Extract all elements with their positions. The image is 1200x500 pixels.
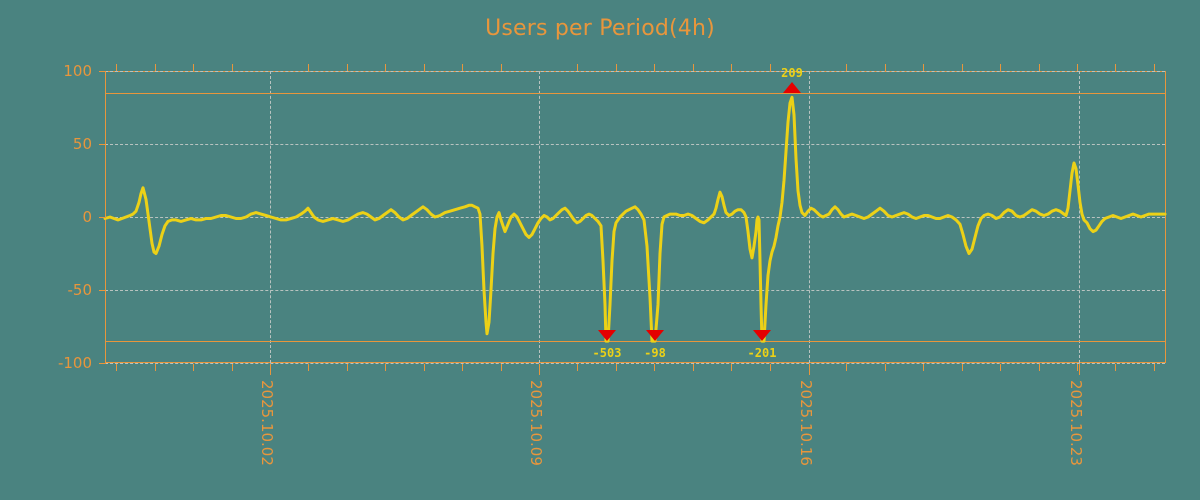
threshold-line-lower	[105, 341, 1165, 343]
x-tick-minor	[308, 64, 309, 71]
x-tick-minor	[193, 364, 194, 371]
anomaly-marker-triangle[interactable]	[783, 81, 801, 93]
x-tick-minor	[577, 364, 578, 371]
x-tick-mark	[1079, 364, 1080, 375]
anomaly-value-label: 209	[781, 65, 803, 80]
x-tick-minor	[116, 364, 117, 371]
threshold-line-upper	[105, 92, 1165, 94]
series-line	[103, 95, 1167, 343]
x-tick-minor	[232, 364, 233, 371]
x-tick-minor	[962, 64, 963, 71]
x-tick-minor	[962, 364, 963, 371]
x-tick-minor	[385, 364, 386, 371]
chart-title: Users per Period(4h)	[485, 16, 715, 41]
x-tick-minor	[770, 364, 771, 371]
x-tick-minor	[385, 64, 386, 71]
x-tick-mark	[539, 364, 540, 375]
anomaly-value-label: -98	[644, 346, 666, 361]
x-tick-minor	[616, 364, 617, 371]
x-tick-minor	[1115, 64, 1116, 71]
x-tick-minor	[1000, 64, 1001, 71]
x-tick-label: 2025.10.09	[527, 380, 545, 466]
x-tick-minor	[424, 64, 425, 71]
y-tick-mark	[99, 363, 106, 364]
x-gridline	[539, 71, 540, 363]
x-gridline	[809, 71, 810, 363]
x-tick-minor	[1154, 364, 1155, 371]
x-tick-minor	[654, 364, 655, 371]
x-tick-minor	[693, 64, 694, 71]
x-tick-minor	[654, 64, 655, 71]
x-tick-minor	[770, 64, 771, 71]
y-gridline	[105, 290, 1165, 291]
x-tick-minor	[501, 64, 502, 71]
x-tick-minor	[347, 64, 348, 71]
y-tick-mark	[99, 71, 106, 72]
y-gridline	[105, 144, 1165, 145]
y-gridline	[105, 71, 1165, 72]
x-tick-minor	[501, 364, 502, 371]
x-tick-minor	[462, 364, 463, 371]
x-tick-minor	[731, 364, 732, 371]
x-tick-minor	[885, 364, 886, 371]
x-tick-minor	[155, 364, 156, 371]
y-tick-label: -50	[67, 281, 93, 299]
y-tick-label: -100	[57, 354, 92, 372]
y-tick-label: 0	[82, 208, 92, 226]
x-tick-minor	[193, 64, 194, 71]
y-tick-label: 100	[63, 62, 92, 80]
anomaly-value-label: -201	[747, 346, 777, 361]
y-tick-mark	[99, 144, 106, 145]
x-tick-minor	[232, 64, 233, 71]
x-tick-mark	[270, 364, 271, 375]
x-tick-minor	[693, 364, 694, 371]
x-tick-minor	[846, 364, 847, 371]
x-tick-minor	[1039, 364, 1040, 371]
x-tick-minor	[424, 364, 425, 371]
x-tick-minor	[1039, 64, 1040, 71]
x-tick-minor	[1077, 64, 1078, 71]
x-tick-label: 2025.10.02	[258, 380, 276, 466]
x-tick-minor	[923, 64, 924, 71]
x-tick-minor	[577, 64, 578, 71]
anomaly-marker-triangle[interactable]	[646, 330, 664, 342]
x-tick-minor	[462, 64, 463, 71]
x-tick-minor	[1000, 364, 1001, 371]
x-tick-minor	[616, 64, 617, 71]
x-tick-minor	[1115, 364, 1116, 371]
x-tick-minor	[846, 64, 847, 71]
anomaly-marker-triangle[interactable]	[753, 330, 771, 342]
y-gridline	[105, 363, 1165, 364]
anomaly-value-label: -503	[592, 346, 622, 361]
anomaly-marker-triangle[interactable]	[598, 330, 616, 342]
plot-right-border	[1165, 71, 1166, 363]
y-tick-mark	[99, 217, 106, 218]
y-tick-label: 50	[72, 135, 92, 153]
x-tick-minor	[308, 364, 309, 371]
x-tick-minor	[923, 364, 924, 371]
x-tick-minor	[1077, 364, 1078, 371]
x-tick-mark	[809, 364, 810, 375]
plot-bottom-border	[105, 362, 1165, 363]
x-tick-minor	[116, 64, 117, 71]
x-tick-label: 2025.10.16	[797, 380, 815, 466]
x-tick-minor	[731, 64, 732, 71]
x-tick-label: 2025.10.23	[1067, 380, 1085, 466]
x-tick-minor	[155, 64, 156, 71]
x-tick-minor	[347, 364, 348, 371]
x-tick-minor	[885, 64, 886, 71]
y-gridline	[105, 217, 1165, 218]
plot-area: 209 -503 -98 -201	[103, 66, 1167, 364]
y-tick-mark	[99, 290, 106, 291]
x-gridline	[1079, 71, 1080, 363]
x-tick-minor	[1154, 64, 1155, 71]
